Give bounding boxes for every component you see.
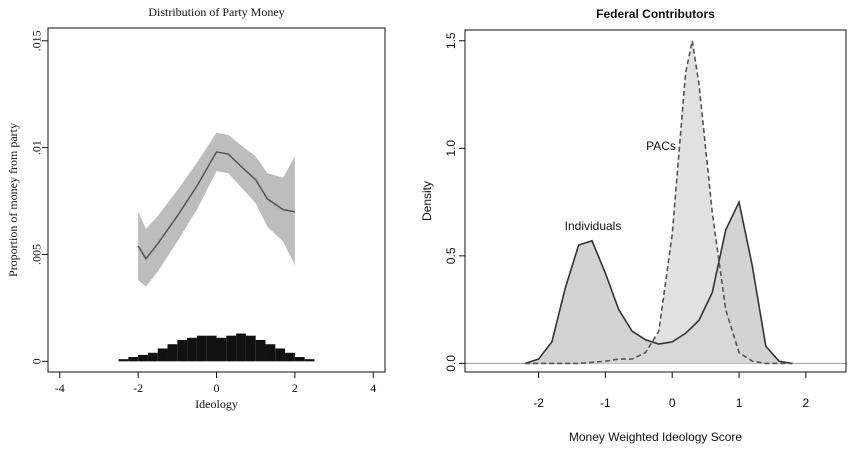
histogram-bar — [294, 357, 305, 362]
x-tick-label: 2 — [803, 396, 810, 410]
histogram-bar — [265, 344, 276, 362]
histogram-bar — [275, 348, 286, 362]
x-tick-label: 0 — [214, 381, 220, 395]
annotation: Individuals — [565, 219, 622, 233]
y-axis-label: Proportion of money from party — [6, 123, 20, 277]
histogram-bar — [285, 352, 295, 362]
histogram-bar — [147, 352, 158, 362]
y-tick-label: 1.0 — [444, 140, 458, 157]
line — [137, 151, 296, 261]
x-tick-label: 1 — [736, 396, 743, 410]
x-tick-label: -2 — [133, 381, 143, 395]
histogram-bar — [255, 339, 266, 362]
chart-title: Distribution of Party Money — [148, 5, 284, 19]
y-tick-label: .005 — [30, 244, 44, 265]
histogram-bar — [157, 348, 168, 362]
histogram-bar — [304, 359, 315, 362]
histogram-bar — [196, 335, 207, 362]
y-tick-label: 1.5 — [444, 32, 458, 49]
histogram-bar — [226, 335, 237, 362]
histogram-bar — [167, 344, 178, 362]
histogram-bar — [245, 335, 256, 362]
left-chart: Distribution of Party Money Ideology Propo… — [6, 5, 386, 411]
histogram-bar — [118, 359, 129, 362]
histogram-bar — [138, 354, 148, 362]
chart-title: Federal Contributors — [596, 7, 715, 21]
x-tick-label: -2 — [533, 396, 544, 410]
y-axis-label: Density — [420, 181, 434, 221]
plot-frame — [464, 29, 847, 373]
annotation: PACs — [646, 139, 676, 153]
x-tick-label: 2 — [292, 381, 298, 395]
x-tick-label: -4 — [55, 381, 65, 395]
density-line — [525, 40, 793, 365]
y-tick-label: .015 — [30, 30, 44, 51]
histogram-bar — [177, 339, 188, 362]
y-tick-label: 0 — [30, 358, 44, 364]
y-tick-label: 0.0 — [444, 355, 458, 372]
x-tick-label: 4 — [370, 381, 376, 395]
x-axis-label: Money Weighted Ideology Score — [569, 430, 743, 444]
y-tick-label: .01 — [30, 140, 44, 155]
x-axis-label: Ideology — [195, 397, 238, 411]
histogram-bar — [187, 337, 197, 362]
histogram-bar — [128, 357, 139, 362]
right-chart: Federal Contributors Money Weighted Ideol… — [420, 7, 847, 444]
histogram-bar — [216, 337, 227, 362]
histogram-bar — [206, 335, 217, 362]
histogram-bar — [236, 333, 246, 362]
y-tick-label: 0.5 — [444, 247, 458, 264]
x-tick-label: 0 — [669, 396, 676, 410]
plot-frame — [47, 27, 386, 373]
density-line — [524, 199, 793, 365]
confidence-band — [138, 132, 295, 287]
x-tick-label: -1 — [600, 396, 611, 410]
